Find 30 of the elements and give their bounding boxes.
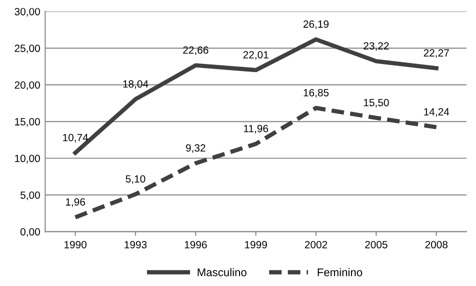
- data-label: 18,04: [123, 80, 148, 89]
- data-label: 5,10: [126, 175, 146, 184]
- y-tick-label: 15,00: [15, 118, 40, 127]
- data-label: 11,96: [244, 124, 268, 134]
- data-label: 9,32: [186, 144, 206, 153]
- data-label: 22,27: [424, 49, 449, 58]
- data-label: 10,74: [63, 134, 88, 142]
- data-label: 14,24: [424, 108, 450, 117]
- data-label: 23,22: [364, 42, 389, 51]
- legend-label: Feminino: [318, 268, 362, 276]
- y-tick-label: 0,00: [20, 228, 40, 237]
- y-tick-label: 5,00: [20, 191, 40, 200]
- x-tick-label: 1999: [245, 240, 267, 248]
- data-label: 1,96: [66, 198, 85, 207]
- x-tick-label: 1993: [124, 240, 147, 248]
- data-label: 16,85: [304, 88, 329, 98]
- x-tick-label: 2005: [365, 240, 388, 248]
- y-tick-label: 25,00: [14, 44, 40, 54]
- y-tick-label: 10,00: [15, 154, 40, 164]
- x-tick-label: 2002: [304, 240, 328, 248]
- data-label: 15,50: [364, 98, 389, 108]
- y-tick-label: 30,00: [14, 8, 40, 17]
- data-label: 22,66: [183, 46, 208, 55]
- x-tick-label: 1996: [184, 240, 207, 248]
- legend-label: Masculino: [198, 268, 246, 276]
- y-tick-label: 20,00: [14, 81, 40, 90]
- x-tick-label: 2008: [425, 240, 448, 248]
- data-label: 22,01: [243, 51, 268, 60]
- x-tick-label: 1990: [64, 240, 86, 248]
- data-label: 26,19: [304, 20, 329, 30]
